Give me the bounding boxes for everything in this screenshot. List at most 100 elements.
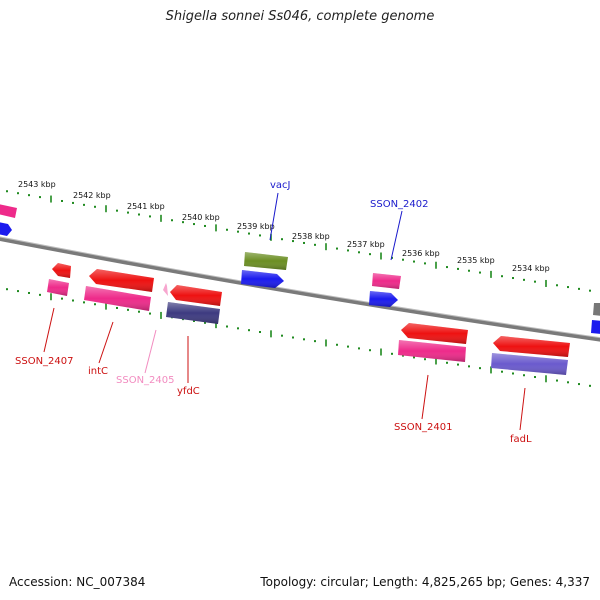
minor-tick	[259, 234, 261, 237]
minor-tick	[281, 334, 283, 337]
minor-tick	[589, 384, 591, 387]
label-leaders	[43, 192, 526, 431]
scale-label: 2537 kbp	[347, 240, 385, 249]
minor-tick	[138, 213, 140, 216]
minor-tick	[457, 267, 459, 270]
minor-tick	[512, 372, 514, 375]
minor-tick	[237, 230, 239, 233]
minor-tick	[149, 215, 151, 218]
minor-tick	[369, 253, 371, 256]
major-tick	[160, 311, 162, 319]
minor-tick	[457, 363, 459, 366]
major-tick	[105, 302, 107, 310]
minor-tick	[567, 381, 569, 384]
minor-tick	[303, 241, 305, 244]
minor-tick	[468, 269, 470, 272]
minor-tick	[138, 310, 140, 313]
page-title: Shigella sonnei Ss046, complete genome	[165, 9, 435, 24]
minor-tick	[193, 319, 195, 322]
major-tick	[50, 293, 52, 301]
forward-features	[0, 204, 600, 334]
scale-labels: 2543 kbp 2542 kbp 2541 kbp 2540 kbp 2539…	[18, 180, 550, 273]
minor-tick	[413, 356, 415, 359]
minor-tick	[501, 275, 503, 278]
gene-feature	[593, 303, 600, 316]
minor-tick	[424, 262, 426, 265]
major-tick	[325, 339, 327, 347]
scale-label: 2538 kbp	[292, 232, 330, 241]
minor-tick	[248, 329, 250, 332]
minor-tick	[567, 286, 569, 289]
scale-label: 2535 kbp	[457, 256, 495, 265]
minor-tick	[6, 190, 8, 193]
minor-tick	[391, 352, 393, 355]
minor-tick	[6, 288, 8, 291]
minor-tick	[347, 345, 349, 348]
minor-tick	[259, 331, 261, 334]
scale-label: 2539 kbp	[237, 222, 275, 231]
minor-tick	[424, 358, 426, 361]
minor-tick	[347, 249, 349, 252]
scale-label: 2536 kbp	[402, 249, 440, 258]
scale-label: 2534 kbp	[512, 264, 550, 273]
minor-tick	[446, 361, 448, 364]
minor-tick	[336, 343, 338, 346]
topology-text: Topology: circular; Length: 4,825,265 bp…	[260, 575, 590, 589]
minor-tick	[578, 287, 580, 290]
scale-label: 2542 kbp	[73, 191, 111, 200]
major-tick	[50, 195, 52, 203]
minor-tick	[61, 199, 63, 202]
minor-tick	[237, 327, 239, 330]
major-tick	[490, 366, 492, 374]
minor-tick	[171, 219, 173, 222]
gene-label-intc: intC	[88, 366, 108, 377]
gene-feature	[0, 222, 12, 236]
minor-tick	[314, 243, 316, 246]
major-tick	[270, 233, 272, 241]
minor-tick	[226, 228, 228, 231]
minor-tick	[556, 379, 558, 382]
minor-tick	[413, 260, 415, 263]
major-tick	[105, 205, 107, 213]
major-tick	[435, 261, 437, 269]
minor-tick	[556, 284, 558, 287]
minor-tick	[39, 293, 41, 296]
minor-tick	[578, 383, 580, 386]
minor-tick	[402, 258, 404, 261]
major-tick	[435, 357, 437, 365]
gene-feature	[163, 283, 168, 296]
minor-tick	[127, 211, 129, 214]
gene-label-fadl: fadL	[510, 434, 532, 445]
major-tick	[215, 321, 217, 329]
minor-tick	[94, 205, 96, 208]
minor-tick	[446, 266, 448, 269]
gene-label-sson-2405: SSON_2405	[116, 375, 175, 386]
major-tick	[380, 348, 382, 356]
gene-label-sson-2402: SSON_2402	[370, 199, 429, 210]
minor-tick	[402, 354, 404, 357]
minor-tick	[501, 370, 503, 373]
minor-tick	[72, 299, 74, 302]
minor-tick	[83, 301, 85, 304]
gene-label-yfdc: yfdC	[177, 386, 200, 397]
minor-tick	[292, 240, 294, 243]
minor-tick	[534, 280, 536, 283]
minor-tick	[523, 278, 525, 281]
minor-tick	[149, 312, 151, 315]
scale-label: 2543 kbp	[18, 180, 56, 189]
scale-label: 2541 kbp	[127, 202, 165, 211]
minor-tick	[336, 247, 338, 250]
minor-tick	[248, 232, 250, 235]
minor-tick	[468, 365, 470, 368]
minor-tick	[28, 194, 30, 197]
minor-tick	[94, 303, 96, 306]
gene-feature	[0, 204, 17, 218]
minor-tick	[391, 256, 393, 259]
minor-tick	[39, 196, 41, 199]
minor-tick	[358, 251, 360, 254]
major-tick	[380, 252, 382, 260]
minor-tick	[281, 238, 283, 241]
genome-backbone	[0, 236, 600, 342]
accession-text: Accession: NC_007384	[9, 575, 146, 589]
